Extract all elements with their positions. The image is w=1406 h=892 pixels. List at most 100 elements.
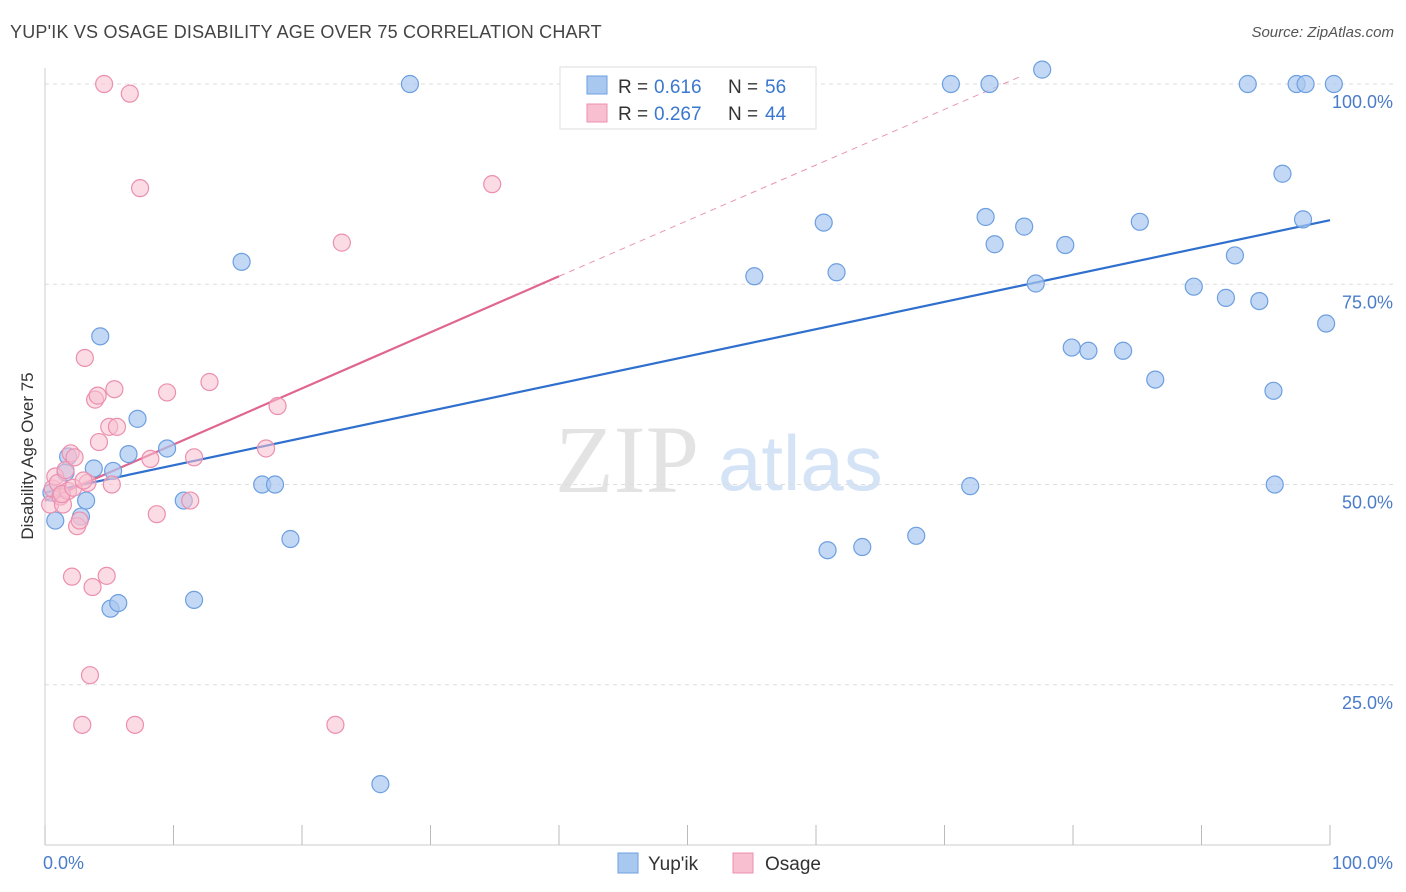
- chart-source: Source: ZipAtlas.com: [1251, 24, 1394, 41]
- point-yupik: [853, 537, 872, 557]
- point-osage: [74, 471, 93, 490]
- point-yupik: [281, 529, 300, 549]
- point-yupik: [109, 593, 128, 613]
- stats-legend-n-value-osage: 44: [765, 104, 787, 125]
- series-legend: Yup'ik Osage: [617, 852, 821, 875]
- point-yupik: [1264, 381, 1283, 400]
- point-osage: [326, 715, 345, 734]
- point-yupik: [907, 526, 926, 545]
- stats-legend-swatch-osage: [586, 103, 608, 123]
- chart-title: YUP'IK VS OSAGE DISABILITY AGE OVER 75 C…: [10, 22, 602, 42]
- point-yupik: [91, 327, 110, 346]
- point-osage: [130, 179, 150, 198]
- point-yupik: [1250, 292, 1269, 311]
- stats-legend-r-value-osage: 0.267: [654, 104, 702, 125]
- point-osage: [200, 372, 219, 392]
- point-osage: [105, 380, 124, 399]
- point-yupik: [119, 444, 138, 464]
- point-yupik: [1114, 341, 1133, 360]
- point-yupik: [1033, 60, 1052, 79]
- point-yupik: [1056, 235, 1075, 255]
- point-osage: [65, 448, 84, 467]
- point-osage: [256, 439, 276, 458]
- point-yupik: [1293, 210, 1313, 229]
- y-tick-label-25: 25.0%: [1342, 693, 1393, 713]
- point-yupik: [1225, 246, 1245, 265]
- point-yupik: [371, 775, 390, 794]
- point-yupik: [265, 475, 285, 494]
- stats-legend-r-label-osage: R =: [618, 104, 648, 125]
- point-osage: [95, 74, 114, 94]
- grid-layer: [45, 83, 1395, 686]
- point-osage: [102, 475, 121, 494]
- point-osage: [88, 386, 107, 405]
- point-osage: [83, 577, 102, 597]
- axis-layer: [44, 68, 1331, 846]
- point-yupik: [827, 263, 846, 282]
- point-yupik: [1146, 370, 1165, 389]
- y-tick-label-75: 75.0%: [1342, 292, 1393, 312]
- point-yupik: [46, 511, 65, 530]
- point-yupik: [1184, 277, 1203, 296]
- tick-label-layer: 25.0% 50.0% 75.0% 100.0%: [1332, 92, 1393, 713]
- series-legend-label-yupik: Yup'ik: [648, 854, 699, 875]
- point-osage: [141, 449, 160, 469]
- point-yupik: [1317, 314, 1336, 333]
- watermark-zip: ZIP: [555, 406, 699, 513]
- point-osage: [56, 461, 75, 480]
- point-osage: [97, 566, 116, 585]
- point-osage: [268, 396, 287, 416]
- y-axis-title: Disability Age Over 75: [18, 372, 37, 539]
- point-yupik: [980, 74, 999, 94]
- point-osage: [70, 511, 89, 530]
- point-yupik: [1273, 164, 1292, 183]
- stats-legend-swatch-yupik: [586, 75, 608, 95]
- point-yupik: [1130, 212, 1149, 231]
- series-legend-label-osage: Osage: [765, 854, 821, 875]
- y-tick-label-100: 100.0%: [1332, 92, 1393, 112]
- point-yupik: [745, 267, 764, 286]
- y-tick-label-50: 50.0%: [1342, 493, 1393, 513]
- point-osage: [107, 417, 127, 436]
- point-yupik: [77, 491, 96, 510]
- point-yupik: [1296, 74, 1315, 94]
- stats-legend-n-label-osage: N =: [728, 104, 758, 125]
- point-yupik: [1265, 475, 1284, 494]
- point-yupik: [1079, 341, 1098, 360]
- point-osage: [332, 233, 351, 252]
- point-osage: [157, 383, 177, 402]
- stats-legend-r-label-yupik: R =: [618, 77, 648, 98]
- trend-line-osage-extension: [558, 75, 1022, 277]
- stats-legend-n-label-yupik: N =: [728, 77, 758, 98]
- point-osage: [80, 666, 100, 685]
- point-yupik: [941, 74, 961, 94]
- point-yupik: [976, 207, 995, 227]
- x-tick-label-max: 100.0%: [1332, 853, 1393, 873]
- point-osage: [62, 567, 82, 586]
- point-osage: [73, 715, 92, 734]
- point-osage: [75, 348, 94, 368]
- point-yupik: [1015, 217, 1034, 236]
- points-layer: [41, 60, 1343, 794]
- point-osage: [89, 432, 109, 452]
- point-osage: [483, 175, 502, 194]
- point-osage: [184, 448, 204, 467]
- point-yupik: [128, 409, 147, 428]
- point-yupik: [1026, 274, 1045, 293]
- point-yupik: [1062, 338, 1081, 357]
- x-tick-label-min: 0.0%: [43, 853, 84, 873]
- point-yupik: [1238, 74, 1257, 94]
- stats-legend-n-value-yupik: 56: [765, 77, 786, 98]
- point-osage: [120, 84, 139, 103]
- point-yupik: [232, 252, 251, 271]
- stats-legend-r-value-yupik: 0.616: [654, 77, 702, 98]
- watermark-atlas: atlas: [718, 419, 883, 507]
- trend-line-osage: [44, 275, 560, 502]
- point-osage: [125, 715, 145, 734]
- series-legend-swatch-yupik: [617, 852, 639, 874]
- point-yupik: [985, 235, 1004, 254]
- point-yupik: [157, 439, 177, 458]
- point-yupik: [184, 590, 204, 609]
- point-osage: [147, 505, 166, 524]
- point-yupik: [818, 541, 837, 560]
